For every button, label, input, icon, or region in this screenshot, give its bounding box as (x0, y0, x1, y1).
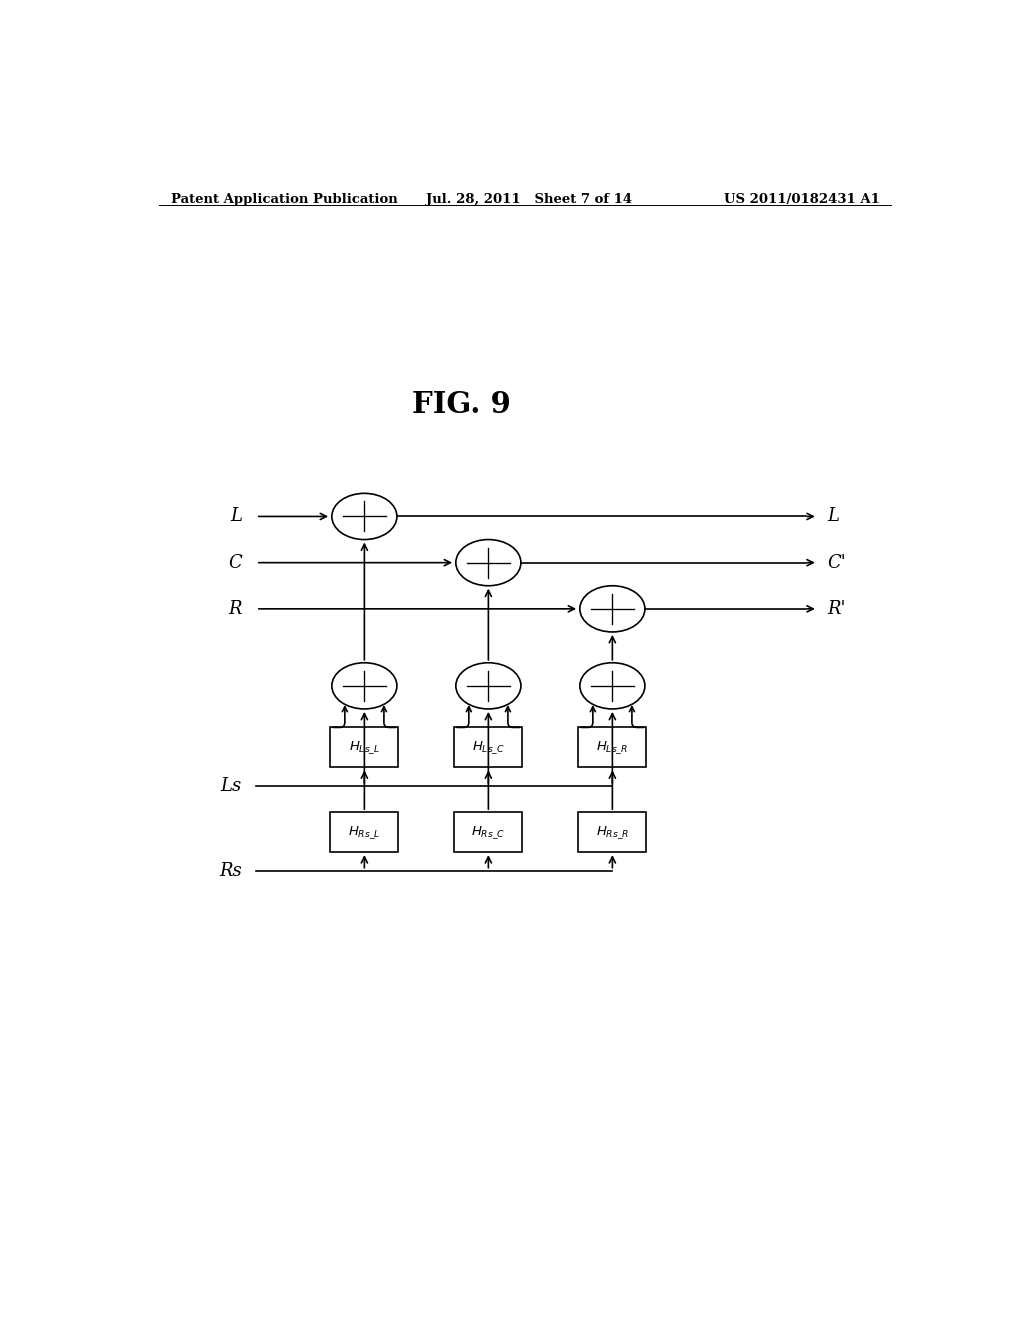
Text: Patent Application Publication: Patent Application Publication (171, 193, 397, 206)
Text: Jul. 28, 2011   Sheet 7 of 14: Jul. 28, 2011 Sheet 7 of 14 (426, 193, 633, 206)
Bar (455, 727, 522, 767)
Text: R': R' (827, 599, 846, 618)
Text: R: R (228, 599, 242, 618)
Text: $H_{Ls\_R}$: $H_{Ls\_R}$ (596, 739, 629, 756)
Bar (455, 812, 522, 853)
Text: $H_{Rs\_L}$: $H_{Rs\_L}$ (348, 824, 381, 841)
Text: C: C (228, 553, 242, 572)
Text: $H_{Ls\_L}$: $H_{Ls\_L}$ (349, 739, 380, 756)
Text: $H_{Ls\_C}$: $H_{Ls\_C}$ (472, 739, 505, 756)
Text: Ls: Ls (221, 777, 242, 795)
Text: $H_{Rs\_C}$: $H_{Rs\_C}$ (471, 824, 506, 841)
Text: FIG. 9: FIG. 9 (412, 391, 511, 420)
Text: L: L (827, 507, 839, 525)
Text: US 2011/0182431 A1: US 2011/0182431 A1 (724, 193, 880, 206)
Text: Rs: Rs (219, 862, 242, 879)
Text: L: L (230, 507, 242, 525)
Text: C': C' (827, 553, 846, 572)
Bar (331, 812, 398, 853)
Bar (331, 727, 398, 767)
Bar (579, 727, 646, 767)
Bar (579, 812, 646, 853)
Text: $H_{Rs\_R}$: $H_{Rs\_R}$ (596, 824, 629, 841)
